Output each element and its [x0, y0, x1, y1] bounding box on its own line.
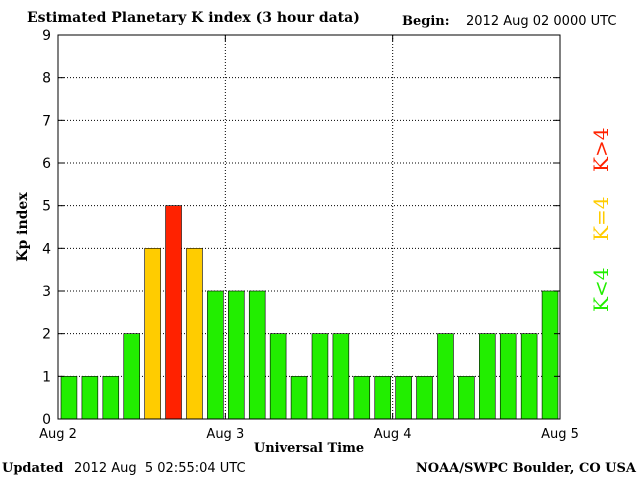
y-tick-label: 7	[42, 113, 51, 129]
bar	[269, 333, 287, 420]
bar	[290, 376, 308, 420]
x-tick-label: Aug 2	[39, 427, 77, 442]
bar	[60, 376, 78, 420]
x-tick-label: Aug 4	[374, 427, 412, 442]
bar	[81, 376, 99, 420]
bar	[186, 248, 203, 420]
y-tick-label: 8	[42, 71, 51, 87]
bar	[228, 290, 245, 420]
bar	[499, 333, 517, 420]
bar	[541, 290, 559, 420]
bar	[374, 376, 391, 420]
bar	[458, 376, 475, 420]
y-tick-label: 3	[42, 284, 51, 300]
y-tick-label: 0	[42, 412, 51, 428]
bar	[207, 290, 224, 420]
x-axis-label: Universal Time	[254, 441, 364, 456]
y-tick-label: 4	[42, 241, 51, 257]
bar	[248, 290, 266, 420]
bar	[311, 333, 329, 420]
x-tick-label: Aug 3	[206, 427, 244, 442]
legend-k-less-4: K<4	[589, 267, 613, 312]
bar	[437, 333, 454, 420]
legend-k-equals-4: K=4	[589, 196, 613, 241]
y-tick-label: 6	[42, 156, 51, 172]
bar	[102, 376, 120, 420]
begin-value: 2012 Aug 02 0000 UTC	[466, 14, 617, 29]
y-tick-label: 9	[42, 28, 51, 44]
legend-k-greater-4: K>4	[589, 127, 613, 172]
y-tick-label: 2	[42, 327, 51, 343]
bar	[520, 333, 538, 420]
y-tick-label: 5	[42, 199, 51, 215]
credit-text: NOAA/SWPC Boulder, CO USA	[415, 461, 636, 476]
bar	[416, 376, 433, 420]
bar	[479, 333, 496, 420]
updated-value: 2012 Aug 5 02:55:04 UTC	[74, 461, 246, 476]
updated-label: Updated	[2, 461, 64, 476]
bar	[123, 333, 140, 420]
chart-title: Estimated Planetary K index (3 hour data…	[27, 10, 360, 26]
bar	[332, 333, 350, 420]
x-tick-label: Aug 5	[541, 427, 579, 442]
y-tick-label: 1	[42, 369, 51, 385]
begin-label: Begin:	[402, 14, 450, 29]
bar	[353, 376, 371, 420]
bar	[395, 376, 412, 420]
bar	[165, 205, 182, 420]
bar	[144, 248, 161, 420]
plot-frame	[57, 34, 561, 420]
y-axis-label: Kp index	[15, 192, 31, 262]
